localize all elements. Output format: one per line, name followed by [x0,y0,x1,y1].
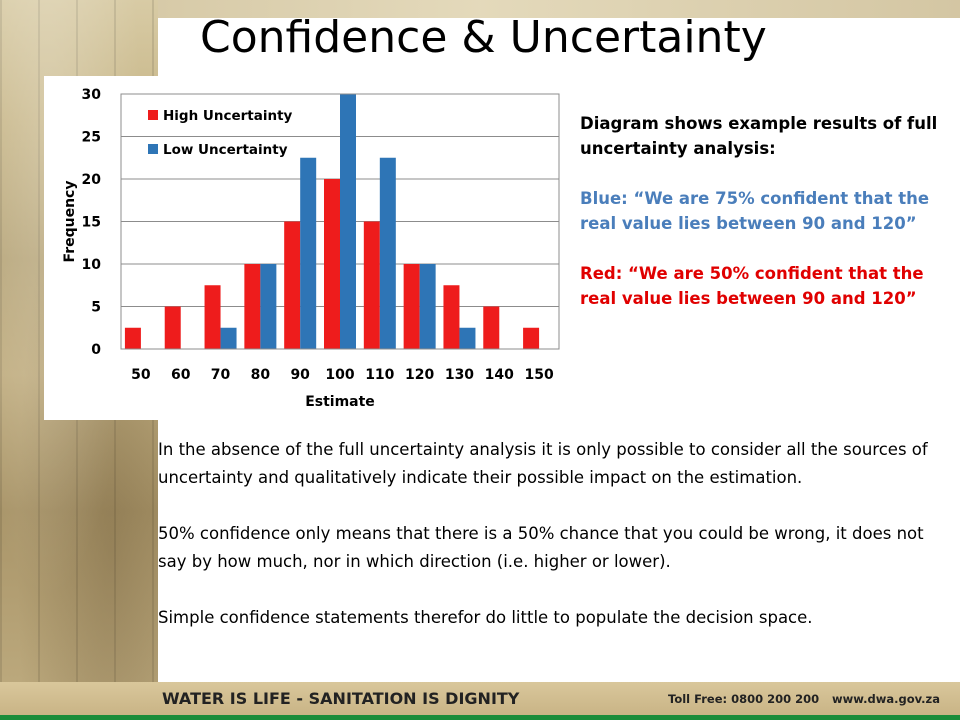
caption-intro: Diagram shows example results of full un… [580,114,938,158]
bar-high-uncertainty [204,285,221,349]
legend-swatch [148,144,158,154]
x-tick-label: 60 [171,367,191,383]
y-tick-label: 15 [82,215,101,231]
bar-low-uncertainty [300,157,317,349]
legend-swatch [148,110,158,120]
chart-caption: Diagram shows example results of full un… [580,111,950,336]
x-tick-label: 120 [405,367,434,383]
y-tick-label: 20 [82,172,102,188]
bar-high-uncertainty [284,221,301,349]
bar-high-uncertainty [124,327,141,349]
y-tick-label: 30 [82,87,102,103]
bar-low-uncertainty [419,264,436,349]
bar-low-uncertainty [340,94,356,349]
x-tick-label: 50 [131,367,151,383]
x-tick-label: 110 [365,367,394,383]
bar-high-uncertainty [523,327,540,349]
bar-low-uncertainty [220,327,237,349]
x-tick-label: 130 [445,367,474,383]
body-paragraph-2: 50% confidence only means that there is … [158,524,924,571]
bar-low-uncertainty [459,327,476,349]
bar-high-uncertainty [244,264,261,349]
label-layer: 0 5 10 15 20 25 30 50 60 70 80 90 100 110 120 130 140 150… [62,87,554,410]
x-tick-label: 90 [290,367,310,383]
footer-toll-free: Toll Free: 0800 200 200 [668,692,820,706]
x-tick-label: 140 [485,367,514,383]
bar-low-uncertainty [379,157,396,349]
chart-legend: High Uncertainty Low Uncertainty [148,108,293,158]
bar-low-uncertainty [260,264,277,349]
body-text: In the absence of the full uncertainty a… [158,436,948,660]
bar-high-uncertainty [164,306,181,349]
bar-high-uncertainty [363,221,380,349]
y-tick-label: 0 [91,342,101,358]
body-paragraph-1: In the absence of the full uncertainty a… [158,440,928,487]
body-paragraph-3: Simple confidence statements therefor do… [158,608,813,627]
footer: WATER IS LIFE - SANITATION IS DIGNITY To… [0,682,960,720]
footer-bar [0,682,960,715]
footer-website: www.dwa.gov.za [832,692,941,706]
legend-label: Low Uncertainty [163,142,288,158]
footer-slogan: WATER IS LIFE - SANITATION IS DIGNITY [162,689,520,708]
caption-red-statement: Red: “We are 50% confident that the real… [580,264,924,308]
caption-blue-statement: Blue: “We are 75% confident that the rea… [580,189,930,233]
histogram-chart: 0 5 10 15 20 25 30 50 60 70 80 90 100 110 120 130 140 150… [62,87,560,410]
x-tick-label: 100 [325,367,354,383]
y-tick-label: 5 [91,300,101,316]
footer-green-line [0,715,960,720]
plot-area-border [120,93,560,350]
x-tick-label: 150 [524,367,553,383]
y-tick-label: 10 [82,257,102,273]
x-tick-label: 80 [251,367,271,383]
axis-layer [120,93,560,350]
bar-high-uncertainty [403,264,420,349]
bar-high-uncertainty [324,179,340,349]
legend-label: High Uncertainty [163,108,293,124]
x-axis-title: Estimate [305,394,375,410]
x-tick-label: 70 [211,367,231,383]
bar-layer [124,94,540,349]
bar-high-uncertainty [443,285,460,349]
chart-panel: 0 5 10 15 20 25 30 50 60 70 80 90 100 110 120 130 140 150… [44,76,566,420]
decorative-top-strip [158,0,960,18]
slide-title: Confidence & Uncertainty [200,12,767,63]
bar-high-uncertainty [483,306,500,349]
y-axis-title: Frequency [62,181,78,263]
y-tick-label: 25 [82,130,101,146]
